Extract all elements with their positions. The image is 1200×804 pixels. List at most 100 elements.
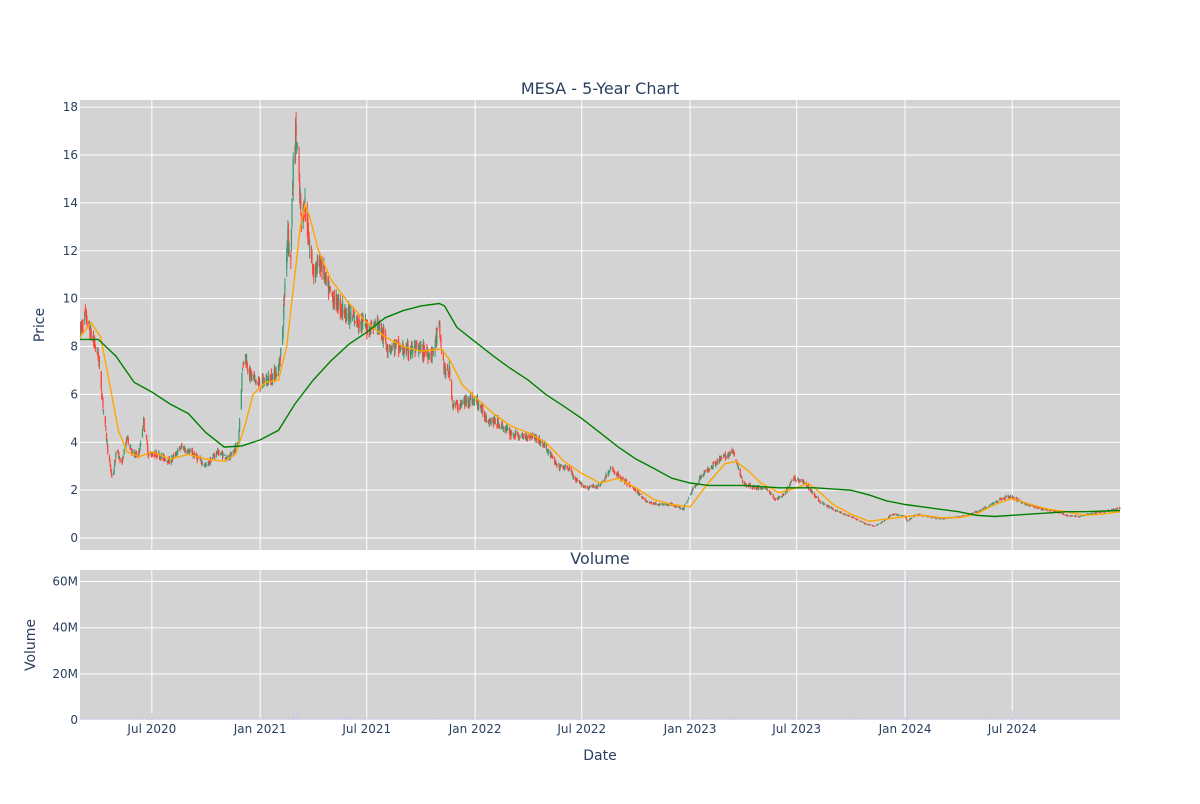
volume-bar [332, 717, 334, 720]
candle-body [486, 420, 488, 422]
candle-body [150, 453, 152, 456]
volume-bar [945, 718, 947, 720]
candle-body [187, 449, 189, 453]
candle-body [526, 437, 528, 440]
volume-bar [171, 717, 173, 720]
price-y-tick-label: 18 [63, 100, 78, 114]
candle-body [150, 452, 152, 454]
volume-bar [772, 718, 773, 720]
candle-body [1063, 513, 1065, 516]
candle-body [595, 486, 598, 488]
volume-bar [786, 718, 788, 720]
volume-bar [300, 717, 302, 720]
volume-bar [302, 718, 304, 720]
candle-body [685, 502, 688, 504]
candle-body [101, 393, 103, 399]
volume-bar [540, 718, 542, 720]
candle-body [294, 157, 296, 159]
candle-body [844, 514, 847, 516]
volume-bar [275, 718, 277, 720]
volume-bar [321, 717, 323, 720]
candle-body [658, 505, 660, 506]
candle-body [604, 479, 606, 481]
candle-body [423, 351, 426, 354]
volume-bar [1015, 717, 1017, 720]
volume-bar [143, 718, 145, 720]
candle-body [640, 494, 642, 496]
candle-body [428, 358, 430, 360]
candle-body [320, 263, 322, 265]
candle-body [873, 526, 876, 528]
candle-body [566, 465, 568, 467]
volume-bar [445, 718, 447, 720]
volume-bar [351, 718, 353, 720]
candle-body [141, 431, 144, 437]
candle-body [455, 403, 457, 405]
candle-body [88, 321, 90, 324]
candle-body [145, 435, 148, 439]
candle-body [591, 485, 593, 487]
candle-body [591, 486, 593, 488]
candle-body [1042, 508, 1044, 510]
volume-bar [443, 718, 445, 720]
volume-bar [584, 717, 586, 720]
candle-body [728, 454, 730, 457]
candle-body [387, 351, 389, 352]
candle-body [795, 479, 797, 481]
candle-body [610, 468, 612, 469]
candle-body [1095, 512, 1097, 514]
volume-bar [701, 718, 703, 720]
candle-body [402, 345, 404, 351]
x-tick-label: Jul 2023 [771, 722, 821, 736]
volume-bar [637, 718, 639, 720]
volume-bar [662, 717, 664, 720]
candle-body [449, 371, 451, 376]
volume-bar [344, 717, 346, 720]
candle-body [739, 468, 741, 476]
candle-body [737, 465, 739, 469]
volume-bar [551, 718, 553, 720]
candle-body [134, 455, 136, 457]
candle-body [1022, 502, 1024, 504]
candle-body [614, 471, 616, 474]
volume-bar [533, 717, 535, 720]
candle-body [1066, 514, 1068, 516]
volume-bar [1077, 718, 1079, 720]
volume-bar [593, 718, 595, 720]
volume-bar [572, 718, 574, 720]
candle-body [110, 469, 112, 474]
volume-bar [1083, 717, 1084, 720]
volume-bar [674, 718, 676, 720]
volume-bar [636, 717, 637, 720]
candle-body [819, 500, 821, 503]
candle-body [976, 511, 978, 513]
volume-bar [334, 718, 335, 720]
volume-bar [941, 717, 943, 720]
volume-bar [948, 718, 950, 720]
candle-body [237, 444, 239, 445]
candle-body [324, 272, 327, 278]
volume-bar [878, 717, 879, 720]
candle-body [744, 482, 747, 485]
candle-body [596, 487, 598, 489]
volume-bar [388, 717, 390, 720]
candle-body [608, 470, 611, 473]
volume-bar [906, 717, 908, 720]
volume-bar [955, 717, 957, 720]
candle-body [729, 450, 731, 455]
volume-spike-bar [292, 708, 294, 720]
candle-body [696, 484, 698, 486]
volume-bar [1109, 717, 1111, 720]
candle-body [603, 479, 605, 482]
candle-body [1078, 516, 1080, 518]
volume-bar [922, 717, 924, 720]
candle-body [193, 453, 195, 457]
candle-body [535, 436, 537, 440]
candle-body [1065, 514, 1067, 516]
candle-body [444, 364, 446, 374]
candle-body [413, 344, 416, 347]
candle-body [126, 438, 128, 441]
volume-bar [381, 718, 383, 720]
candle-body [107, 444, 109, 452]
candle-body [85, 310, 88, 322]
